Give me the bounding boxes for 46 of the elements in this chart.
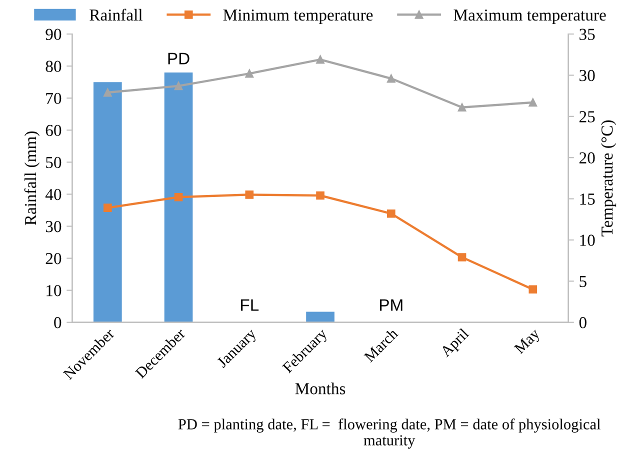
point bbox=[386, 74, 396, 83]
x-axis-title: Months bbox=[295, 382, 346, 394]
point bbox=[528, 98, 538, 107]
y-axis-title: Rainfall (mm) bbox=[24, 131, 40, 226]
legend-label: Minimum temperature bbox=[223, 9, 373, 24]
y-tick-label: 0 bbox=[54, 317, 62, 328]
point bbox=[316, 191, 324, 200]
y2-tick-label: 15 bbox=[580, 194, 595, 205]
point bbox=[103, 204, 112, 212]
point bbox=[316, 55, 324, 64]
point bbox=[528, 285, 538, 294]
annotation: PD bbox=[168, 52, 190, 64]
annotation: FL bbox=[241, 299, 259, 311]
y2-tick-label: 0 bbox=[579, 317, 586, 328]
y2-tick-label: 35 bbox=[580, 28, 595, 40]
legend-label: Maximum temperature bbox=[454, 9, 606, 24]
y-tick-label: 50 bbox=[46, 156, 62, 168]
y2-tick-label: 20 bbox=[579, 152, 595, 164]
point bbox=[458, 103, 466, 112]
point bbox=[103, 88, 112, 97]
y2-tick-label: 30 bbox=[580, 70, 595, 82]
text: PD = planting date, FL = flowering date, PM = date of physiological maturity bbox=[178, 418, 600, 449]
y-tick-label: 70 bbox=[46, 92, 62, 104]
y-tick-label: 10 bbox=[46, 285, 62, 296]
y-tick-label: 60 bbox=[46, 124, 62, 136]
point bbox=[245, 190, 254, 199]
annotation: PM bbox=[380, 299, 402, 311]
y-tick-label: 30 bbox=[46, 220, 62, 232]
bar bbox=[164, 72, 193, 322]
bar bbox=[93, 82, 122, 322]
y2-axis-title: Temperature (°C) bbox=[600, 120, 616, 236]
x-tick-label: May bbox=[514, 328, 543, 356]
y-tick-label: 20 bbox=[46, 252, 62, 264]
y2-tick-label: 10 bbox=[580, 234, 595, 246]
point bbox=[386, 209, 396, 218]
point bbox=[174, 82, 183, 90]
y2-tick-label: 25 bbox=[579, 111, 595, 122]
legend-label: Rainfall bbox=[90, 8, 142, 21]
y-tick-label: 80 bbox=[46, 60, 62, 72]
point bbox=[458, 253, 466, 262]
point bbox=[174, 192, 183, 202]
y2-tick-label: 5 bbox=[580, 276, 586, 288]
y-tick-label: 90 bbox=[46, 28, 62, 40]
point bbox=[245, 69, 254, 78]
y-tick-label: 40 bbox=[45, 188, 62, 200]
bar bbox=[306, 312, 334, 322]
